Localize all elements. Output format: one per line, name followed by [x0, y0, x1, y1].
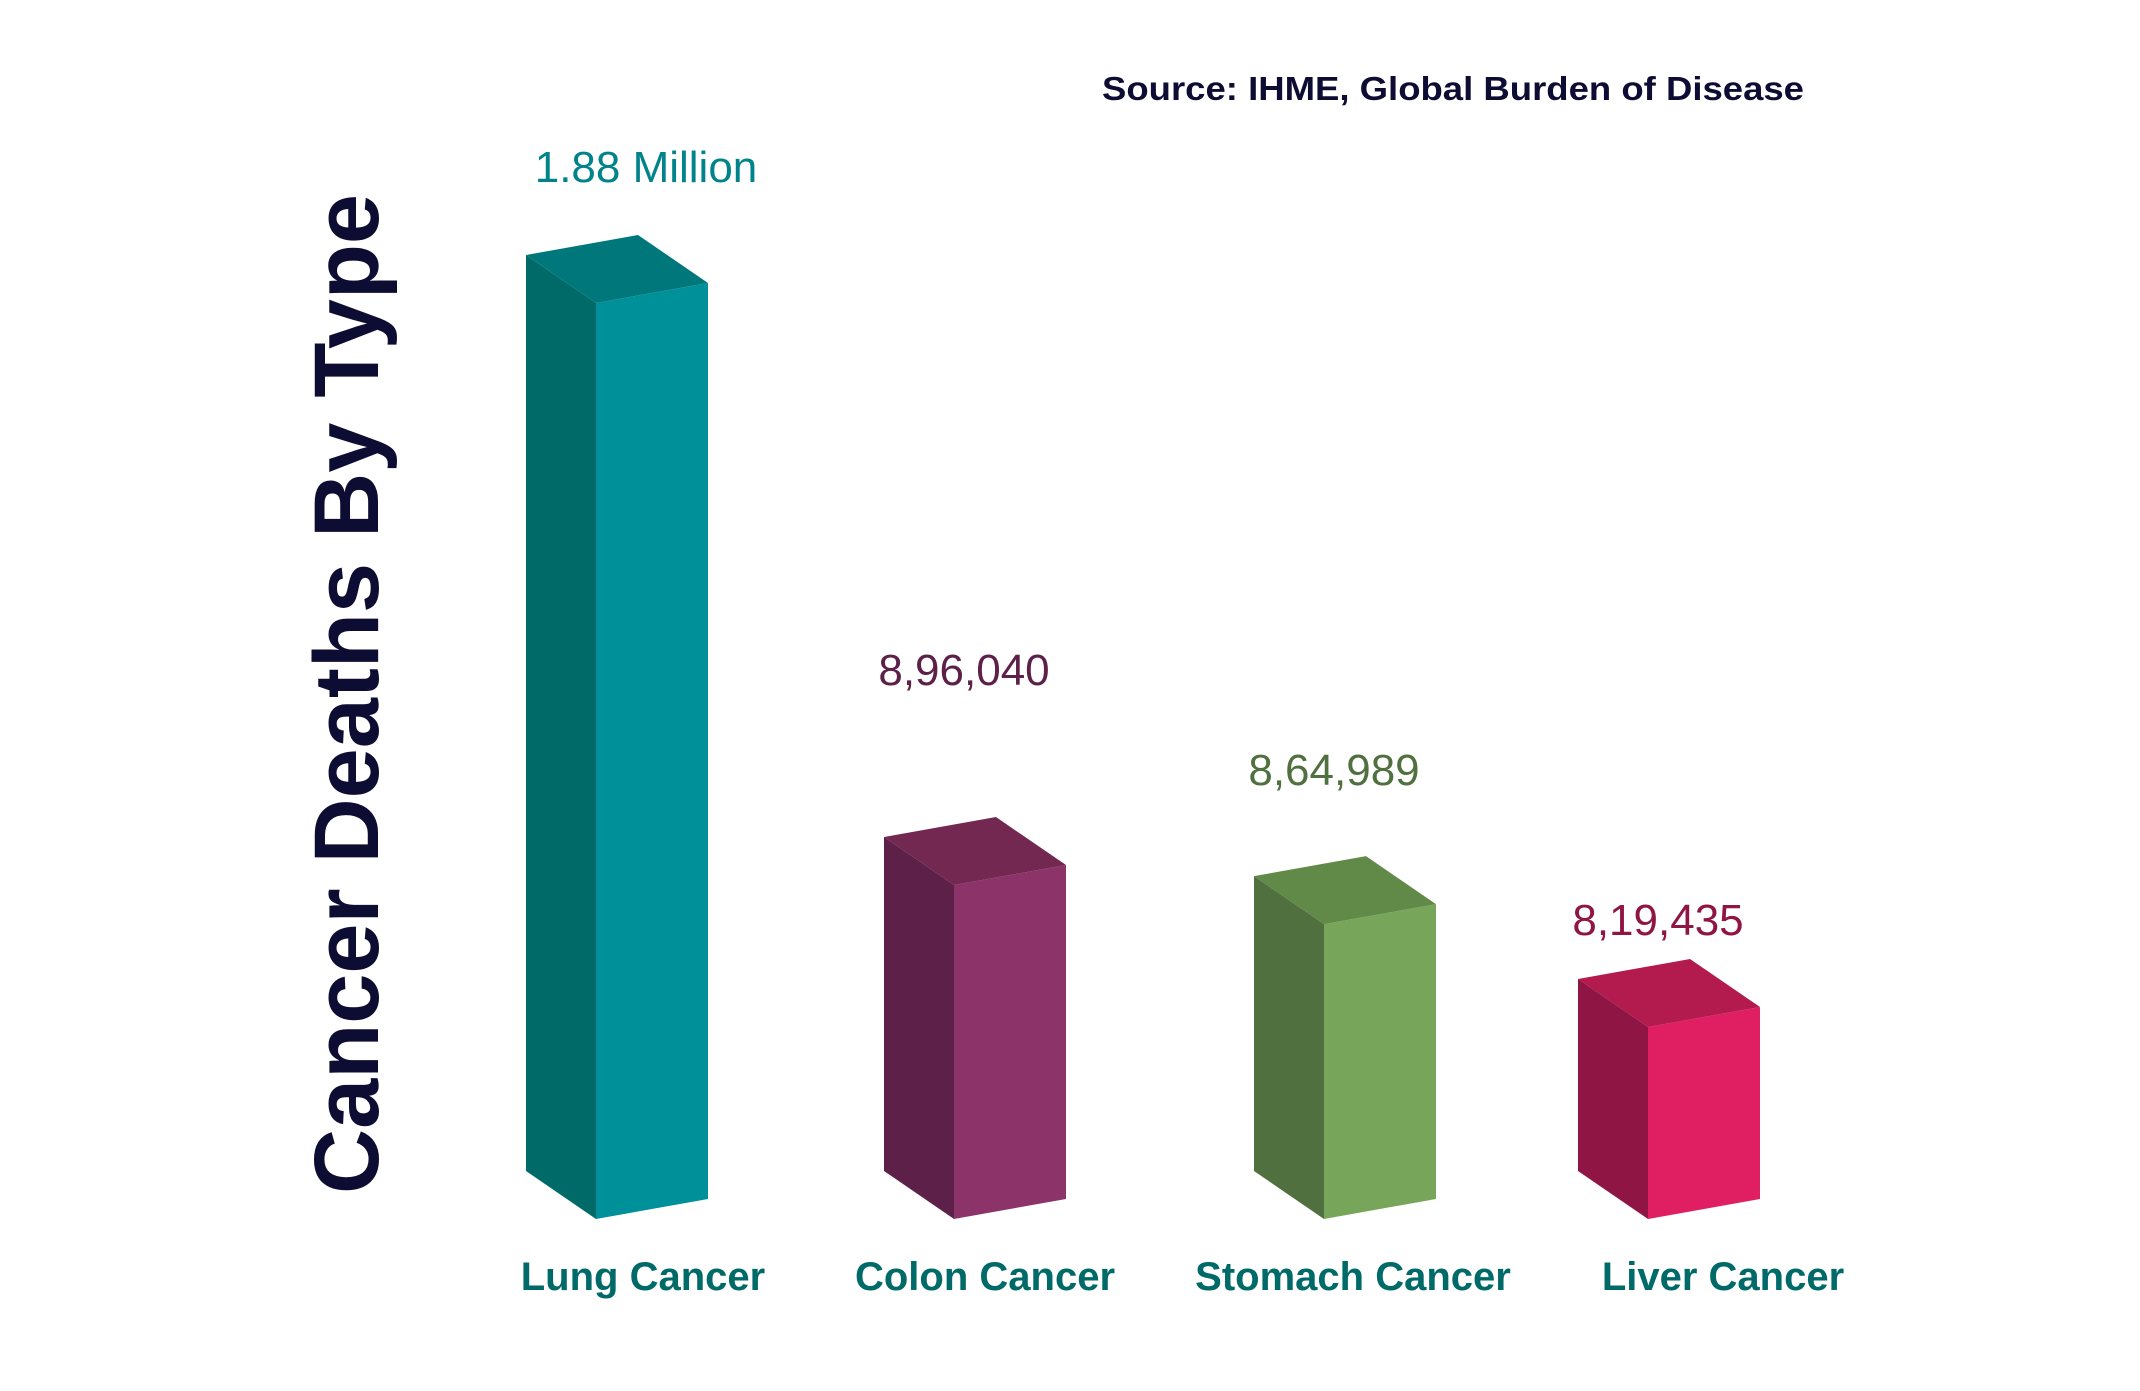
bar-side-face [1254, 876, 1324, 1219]
category-label: Stomach Cancer [1195, 1255, 1511, 1299]
bar-side-face [1578, 979, 1648, 1219]
chart-title: Cancer Deaths By Type [296, 194, 398, 1194]
chart-source: Source: IHME, Global Burden of Disease [1102, 70, 1804, 107]
value-label: 8,19,435 [1572, 896, 1743, 945]
bar-front-face [596, 283, 708, 1219]
category-label: Liver Cancer [1602, 1255, 1844, 1299]
bar-top-face [884, 817, 1066, 886]
bar-top-face [1578, 959, 1760, 1027]
bar-side-face [526, 255, 596, 1219]
category-label: Colon Cancer [855, 1255, 1115, 1299]
bar-front-face [1648, 1007, 1760, 1219]
bar-front-face [954, 865, 1066, 1219]
category-label: Lung Cancer [521, 1255, 765, 1299]
bar-lung-cancer [526, 235, 708, 1219]
value-label: 8,64,989 [1248, 746, 1419, 795]
value-label: 1.88 Million [535, 143, 758, 192]
bar-front-face [1324, 904, 1436, 1219]
bar-side-face [884, 837, 954, 1219]
bar-stomach-cancer [1254, 856, 1436, 1219]
value-label: 8,96,040 [878, 646, 1049, 695]
bar-colon-cancer [884, 817, 1066, 1219]
bar-top-face [1254, 856, 1436, 925]
bar-liver-cancer [1578, 959, 1760, 1219]
bar-top-face [526, 235, 708, 303]
